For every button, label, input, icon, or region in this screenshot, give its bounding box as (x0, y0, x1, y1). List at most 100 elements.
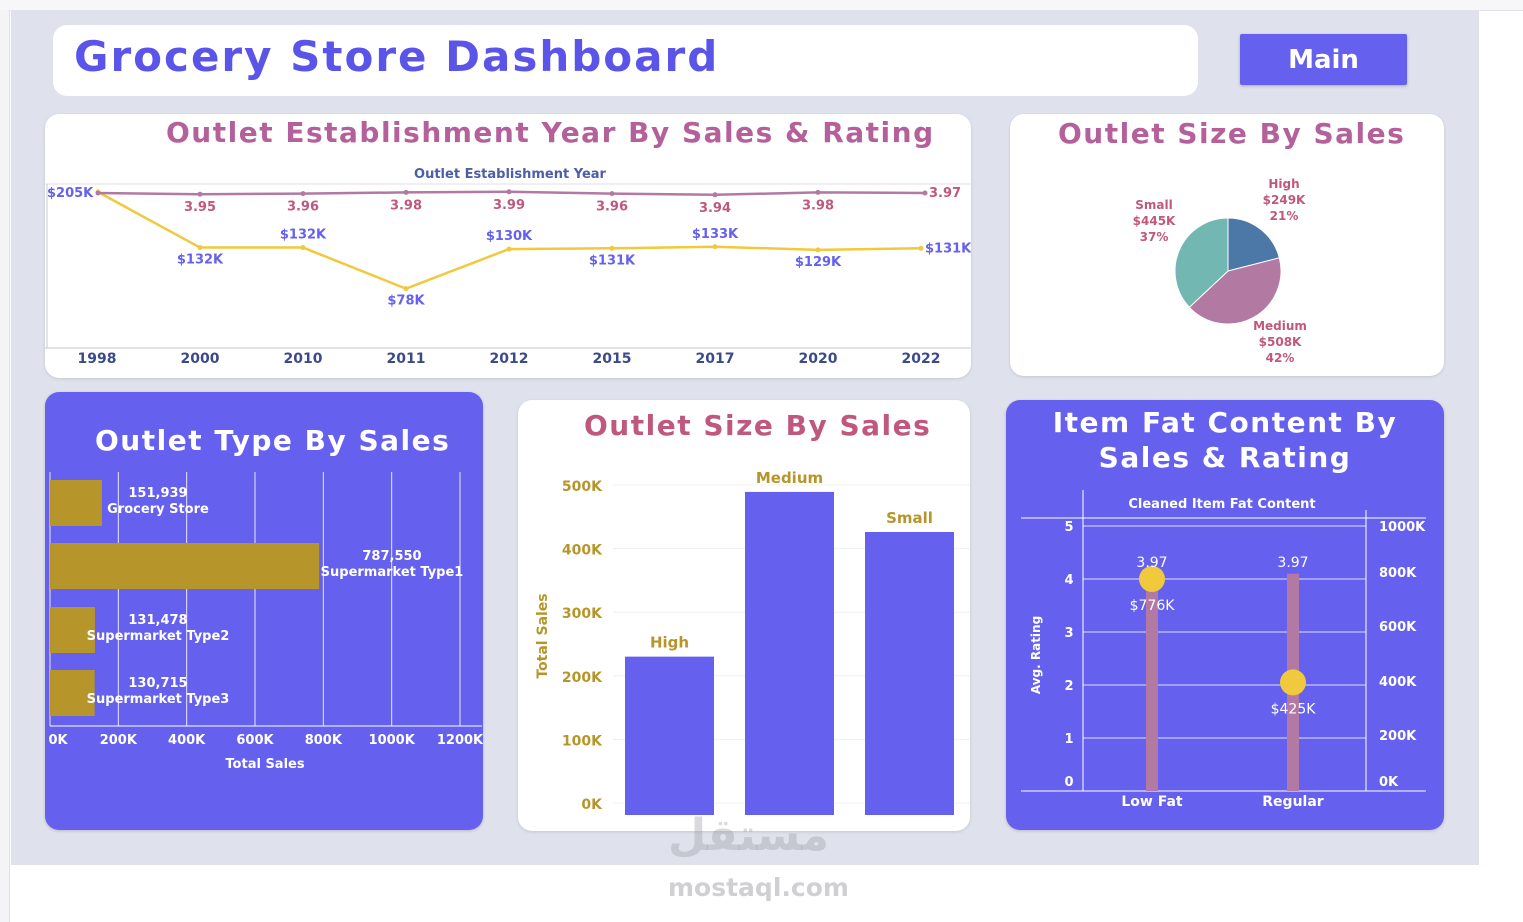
pie-slice-medium (1188, 257, 1282, 325)
vbar-y-title: Total Sales (535, 593, 551, 678)
fat-rating-label: 3.97 (1277, 555, 1308, 571)
fat-right-tick: 0K (1379, 775, 1399, 790)
rating-data-label: 3.98 (802, 198, 834, 213)
rating-point (403, 189, 409, 195)
x-tick-label: 2022 (902, 351, 941, 367)
hbar-x-tick: 1000K (369, 733, 416, 748)
hbar-value-label: 130,715 (128, 676, 187, 691)
sales-point (609, 245, 615, 251)
hbar-category-label: Supermarket Type2 (87, 629, 230, 644)
rating-point (815, 189, 821, 195)
rating-point (712, 192, 718, 198)
rating-point (506, 189, 512, 195)
vbar-y-tick: 0K (581, 797, 603, 813)
sales-point (506, 246, 512, 252)
line-series-group: $132K $132K $78K $130K $131K $133K $129K $131K 3… (47, 186, 971, 367)
line-chart-svg: Outlet Establishment Year $132K $132K $78K… (45, 167, 971, 367)
hbar-category-label: Grocery Store (107, 502, 209, 517)
pie-label-pct: 37% (1140, 230, 1169, 244)
title-banner (53, 25, 1198, 96)
fat-legend-title: Cleaned Item Fat Content (1128, 497, 1315, 512)
hbar-value-label: 151,939 (128, 486, 187, 501)
rating-point (197, 191, 203, 197)
pie-label-value: $249K (1263, 193, 1306, 207)
fat-x-tick: Regular (1262, 794, 1324, 810)
sales-point (815, 247, 821, 253)
line-chart-title: Outlet Establishment Year By Sales & Rat… (166, 116, 935, 149)
sales-data-label: $131K (589, 253, 636, 268)
vbar-chart-title: Outlet Size By Sales (584, 409, 932, 442)
fat-rating-label: 3.97 (1136, 555, 1167, 571)
hbar-x-title: Total Sales (225, 757, 304, 772)
vbar-bar (625, 656, 714, 815)
fat-chart-title-line2: Sales & Rating (1098, 441, 1352, 474)
fat-left-tick: 0 (1064, 775, 1073, 790)
vbar-bar (865, 531, 954, 815)
sales-data-label: $131K (925, 241, 971, 256)
fat-right-tick: 600K (1379, 620, 1417, 635)
rating-data-label: 3.98 (390, 198, 422, 213)
x-tick-label: 1998 (78, 351, 117, 367)
rating-point (300, 191, 306, 197)
rating-data-label: 3.99 (493, 198, 525, 213)
pie-label-name: High (1268, 177, 1299, 191)
pie-slice-high (1227, 217, 1280, 272)
fat-left-tick: 3 (1064, 626, 1073, 641)
hbar-chart-title: Outlet Type By Sales (95, 424, 451, 457)
vbar-y-tick: 200K (562, 670, 603, 686)
fat-sales-label: $776K (1130, 598, 1176, 614)
x-tick-label: 2000 (181, 351, 220, 367)
vbar-y-tick: 400K (562, 543, 603, 559)
fat-right-tick: 400K (1379, 675, 1417, 690)
fat-left-tick: 2 (1064, 679, 1073, 694)
vbar-category-label: Medium (756, 469, 823, 487)
sales-data-label: $132K (280, 228, 327, 243)
watermark-site: mostaql.com (668, 873, 849, 902)
fat-right-tick: 1000K (1379, 520, 1426, 535)
main-button[interactable]: Main (1240, 34, 1407, 85)
rating-point (609, 191, 615, 197)
x-tick-label: 2010 (284, 351, 323, 367)
pie-label-pct: 21% (1270, 209, 1299, 223)
left-sidebar-strip (0, 10, 10, 922)
fat-left-tick: 5 (1064, 520, 1073, 535)
hbar-x-tick: 600K (236, 733, 274, 748)
hbar-category-label: Supermarket Type1 (321, 565, 464, 580)
pie-label-value: $445K (1133, 214, 1176, 228)
fat-sales-dot (1139, 566, 1165, 592)
rating-line (97, 190, 926, 197)
pie-slices-group: High $249K 21% Medium $508K 42% Small $445K 37% (1133, 177, 1307, 365)
pie-slice-small (1174, 217, 1229, 308)
rating-data-label: 3.95 (184, 200, 216, 215)
pie-label-name: Small (1135, 198, 1172, 212)
sales-data-label: $132K (177, 253, 224, 268)
fat-chart-panel (1006, 400, 1444, 830)
sales-data-label: $129K (795, 255, 842, 270)
hbar-bar (50, 670, 95, 716)
sales-point (197, 245, 203, 251)
line-legend-title: Outlet Establishment Year (414, 167, 607, 182)
first-sales-label: $205K (47, 186, 94, 201)
pie-label-pct: 42% (1266, 351, 1295, 365)
hbar-x-tick: 800K (305, 733, 343, 748)
hbar-x-tick: 200K (100, 733, 138, 748)
pie-chart-title: Outlet Size By Sales (1058, 117, 1406, 150)
fat-left-tick: 1 (1064, 732, 1073, 747)
fat-rating-bar (1146, 573, 1158, 791)
x-tick-label: 2011 (387, 351, 426, 367)
fat-marks-group: 0 1 2 3 4 5 0K 200K 400K 600K 800K 1000K 3.97 $776K Lo… (1021, 490, 1426, 810)
sales-data-label: $78K (387, 294, 425, 309)
vbar-y-tick: 500K (562, 479, 603, 495)
pie-label-name: Medium (1253, 319, 1307, 333)
hbar-chart-svg: 0K 200K 400K 600K 800K 1000K 1200K 151,939Groce… (48, 472, 483, 772)
rating-data-label: 3.97 (929, 186, 961, 201)
sales-data-label: $130K (486, 229, 533, 244)
hbar-value-label: 131,478 (128, 613, 187, 628)
rating-point (922, 190, 928, 196)
hbar-category-label: Supermarket Type3 (87, 692, 230, 707)
hbar-x-tick: 1200K (437, 733, 483, 748)
rating-data-label: 3.94 (699, 201, 731, 216)
top-toolbar-strip (0, 0, 1523, 11)
fat-left-tick: 4 (1064, 573, 1073, 588)
fat-right-tick: 200K (1379, 729, 1417, 744)
